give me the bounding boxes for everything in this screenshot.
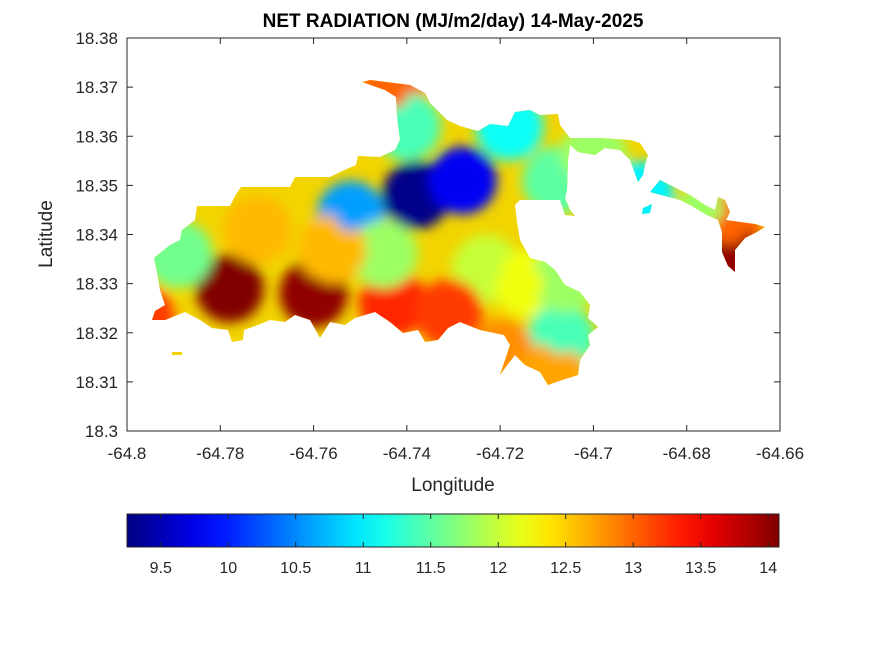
heat-core: [432, 297, 465, 330]
y-axis-label: Latitude: [36, 200, 57, 268]
colorbar-tick-label: 14: [759, 560, 777, 577]
heat-core: [334, 198, 367, 231]
colorbar-tick-label: 10.5: [280, 560, 311, 577]
y-tick-label: 18.31: [75, 373, 118, 392]
heat-core: [400, 179, 433, 212]
y-tick-label: 18.3: [85, 422, 118, 441]
heat-core: [446, 164, 479, 197]
y-tick-label: 18.33: [75, 275, 118, 294]
y-tick-label: 18.32: [75, 324, 118, 343]
x-tick-label: -64.8: [108, 444, 147, 463]
y-tick-label: 18.38: [75, 29, 118, 48]
y-tick-label: 18.35: [75, 176, 118, 195]
y-tick-label: 18.34: [75, 226, 118, 245]
colorbar-tick-label: 12.5: [550, 560, 581, 577]
heat-core: [316, 233, 349, 266]
x-tick-label: -64.78: [196, 444, 244, 463]
y-tick-label: 18.37: [75, 78, 118, 97]
x-tick-label: -64.7: [574, 444, 613, 463]
heat-core: [297, 277, 330, 310]
heat-core: [544, 321, 577, 354]
colorbar-tick-label: 11: [355, 560, 372, 577]
x-axis-label: Longitude: [411, 475, 494, 496]
heat-core: [162, 238, 195, 271]
heat-core: [241, 213, 274, 246]
colorbar-tick-label: 11.5: [416, 560, 446, 577]
x-tick-label: -64.72: [476, 444, 524, 463]
colorbar: 9.5 10 10.5 11 11.5 12 12.5 13 13.5 14: [126, 513, 780, 577]
chart-title: NET RADIATION (MJ/m2/day) 14-May-2025: [263, 11, 644, 32]
y-tick-label: 18.36: [75, 127, 118, 146]
heat-core: [470, 252, 503, 285]
colorbar-tick-label: 13: [624, 560, 642, 577]
colorbar-tick-label: 10: [219, 560, 237, 577]
x-tick-label: -64.76: [289, 444, 337, 463]
heat-core: [540, 164, 573, 197]
heat-core: [376, 287, 409, 320]
colorbar-tick-label: 12: [489, 560, 507, 577]
x-tick-label: -64.74: [383, 444, 431, 463]
x-tick-label: -64.66: [756, 444, 804, 463]
x-tick-label: -64.68: [663, 444, 711, 463]
colorbar-tick-label: 13.5: [685, 560, 716, 577]
heat-core: [512, 267, 545, 300]
heat-core: [213, 272, 246, 305]
heat-core: [367, 238, 400, 271]
colorbar-tick-label: 9.5: [150, 560, 172, 577]
